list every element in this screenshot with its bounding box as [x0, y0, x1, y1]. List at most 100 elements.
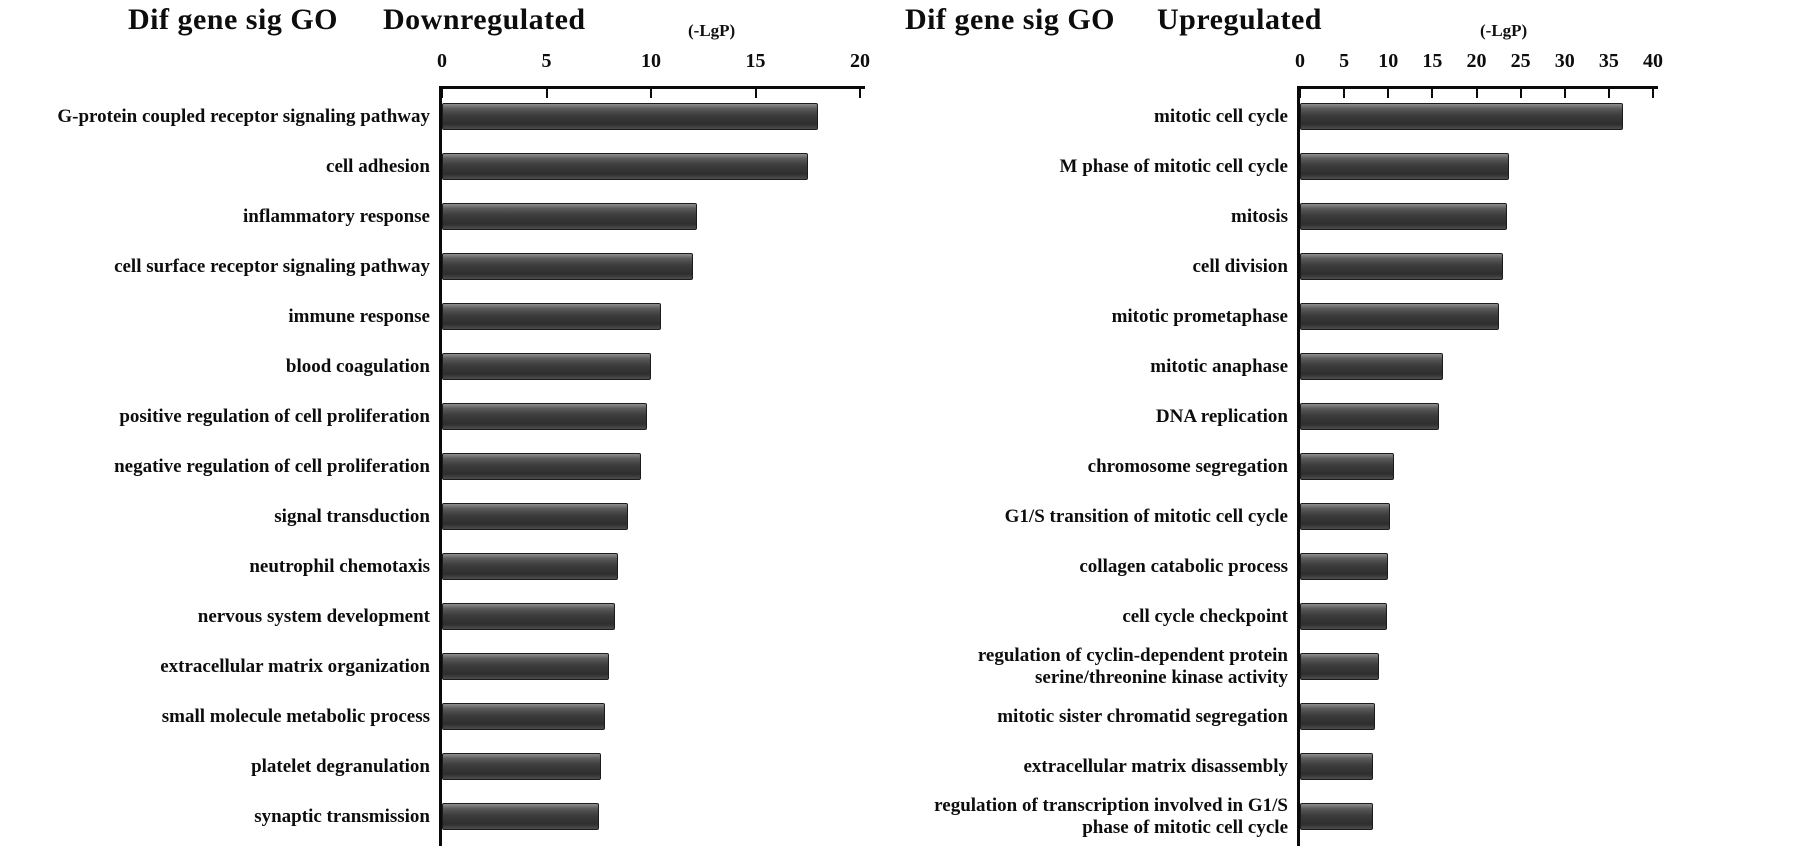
x-tick-mark	[650, 89, 652, 98]
category-label: immune response	[288, 306, 430, 328]
x-tick-mark	[1299, 89, 1301, 98]
category-label: cell surface receptor signaling pathway	[114, 256, 430, 278]
x-tick-label: 20	[850, 50, 870, 72]
bar	[1300, 453, 1394, 480]
axis-unit-label: (-LgP)	[1480, 21, 1528, 40]
x-tick-label: 10	[1378, 50, 1399, 72]
category-label: neutrophil chemotaxis	[249, 556, 430, 578]
x-tick-mark	[859, 89, 861, 98]
category-label: M phase of mitotic cell cycle	[1059, 156, 1288, 178]
category-label: cell adhesion	[326, 156, 430, 178]
category-label: regulation of cyclin-dependent protein se…	[977, 645, 1288, 688]
category-label: mitosis	[1231, 206, 1288, 228]
category-label: extracellular matrix disassembly	[1023, 756, 1288, 778]
bar	[442, 153, 808, 180]
x-tick-label: 10	[641, 50, 661, 72]
bar	[442, 503, 628, 530]
category-label: DNA replication	[1155, 406, 1288, 428]
x-tick-mark	[1607, 89, 1610, 98]
bar	[442, 253, 693, 280]
x-tick-mark	[1343, 89, 1346, 98]
category-label: mitotic sister chromatid segregation	[997, 706, 1288, 728]
bar	[1300, 153, 1510, 180]
x-tick-label: 15	[745, 50, 766, 72]
bar	[1300, 603, 1388, 630]
bar	[1300, 353, 1443, 380]
bar	[442, 303, 662, 330]
x-tick-label: 40	[1643, 50, 1663, 72]
chart-title-upregulated: Upregulated	[1157, 3, 1322, 36]
category-label: negative regulation of cell proliferatio…	[114, 456, 430, 478]
category-label: nervous system development	[197, 606, 430, 628]
bar	[1300, 253, 1503, 280]
category-label: G1/S transition of mitotic cell cycle	[1004, 506, 1288, 528]
y-axis-line	[439, 86, 442, 846]
category-label: inflammatory response	[243, 206, 430, 228]
x-tick-mark	[1387, 89, 1390, 98]
category-label: collagen catabolic process	[1079, 556, 1288, 578]
bar	[442, 403, 647, 430]
chart-title-left: Dif gene sig GO	[905, 3, 1115, 36]
x-tick-label: 0	[1295, 50, 1305, 72]
bar	[442, 453, 641, 480]
category-label: extracellular matrix organization	[160, 656, 430, 678]
x-axis-line	[1297, 86, 1658, 89]
bar	[1300, 303, 1499, 330]
x-tick-mark	[1475, 89, 1478, 98]
category-label: mitotic cell cycle	[1154, 106, 1288, 128]
bar	[1300, 553, 1389, 580]
bar	[1300, 703, 1375, 730]
x-tick-label: 30	[1554, 50, 1575, 72]
x-tick-mark	[1563, 89, 1566, 98]
bar	[442, 703, 606, 730]
chart-title-downregulated: Downregulated	[383, 3, 586, 36]
chart-downregulated: Dif gene sig GO Downregulated (-LgP) 0 5 1…	[0, 0, 880, 860]
bar	[442, 603, 616, 630]
x-tick-label: 15	[1422, 50, 1443, 72]
bar	[1300, 503, 1390, 530]
category-label: signal transduction	[274, 506, 430, 528]
bar	[1300, 403, 1440, 430]
x-tick-mark	[1431, 89, 1434, 98]
category-label: synaptic transmission	[254, 806, 430, 828]
category-label: G-protein coupled receptor signaling pat…	[57, 106, 430, 128]
category-label: regulation of transcription involved in …	[934, 795, 1288, 838]
bar	[1300, 103, 1623, 130]
category-label: small molecule metabolic process	[161, 706, 430, 728]
x-tick-mark	[1519, 89, 1522, 98]
bar	[1300, 653, 1379, 680]
x-tick-label: 35	[1598, 50, 1619, 72]
chart-title-left: Dif gene sig GO	[128, 3, 338, 36]
x-tick-mark	[754, 89, 757, 98]
bar	[442, 203, 697, 230]
x-tick-label: 25	[1510, 50, 1531, 72]
category-label: blood coagulation	[285, 356, 430, 378]
x-tick-label: 5	[1339, 50, 1350, 72]
category-label: mitotic prometaphase	[1111, 306, 1288, 328]
x-tick-mark	[545, 89, 548, 98]
chart-upregulated: Dif gene sig GO Upregulated (-LgP) 0 5 10 1…	[835, 0, 1755, 860]
bar	[1300, 203, 1508, 230]
x-tick-label: 5	[541, 50, 552, 72]
bar	[442, 553, 618, 580]
category-label: mitotic anaphase	[1150, 356, 1288, 378]
x-tick-label: 20	[1466, 50, 1487, 72]
bar	[1300, 803, 1374, 830]
category-label: cell division	[1192, 256, 1288, 278]
x-axis-line	[439, 86, 865, 89]
x-tick-mark	[1652, 89, 1654, 98]
bar	[1300, 753, 1374, 780]
bar	[442, 803, 599, 830]
bar	[442, 753, 601, 780]
bar	[442, 103, 819, 130]
x-tick-label: 0	[437, 50, 447, 72]
category-label: positive regulation of cell proliferatio…	[119, 406, 430, 428]
category-label: platelet degranulation	[251, 756, 430, 778]
category-label: chromosome segregation	[1087, 456, 1288, 478]
y-axis-line	[1297, 86, 1300, 846]
x-tick-mark	[441, 89, 443, 98]
bar	[442, 653, 610, 680]
axis-unit-label: (-LgP)	[688, 21, 736, 40]
category-label: cell cycle checkpoint	[1122, 606, 1288, 628]
